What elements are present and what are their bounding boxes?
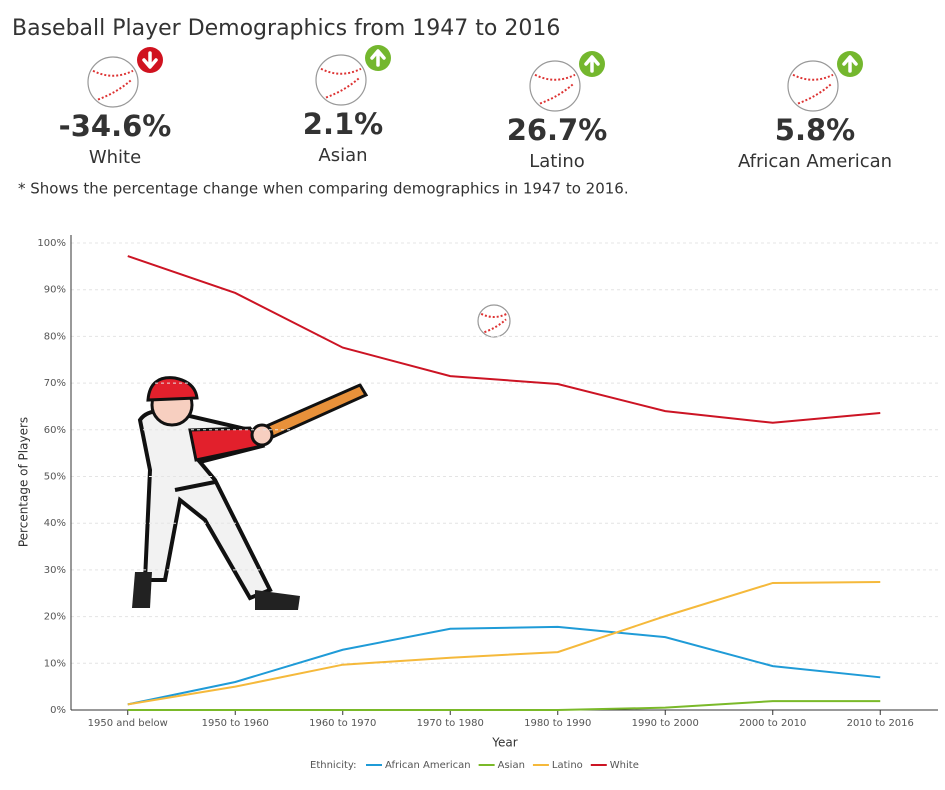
y-tick-label: 40% xyxy=(44,518,66,529)
y-tick-label: 100% xyxy=(37,238,66,249)
kpi-card: 5.8% African American xyxy=(738,51,892,172)
ball xyxy=(529,60,581,112)
kpi-card: 2.1% Asian xyxy=(303,45,391,166)
kpi-value: 2.1% xyxy=(303,107,383,141)
y-tick-label: 60% xyxy=(44,425,66,436)
kpi-label: African American xyxy=(738,151,892,172)
kpi-label: White xyxy=(89,147,141,168)
kpi-value: 26.7% xyxy=(507,113,608,147)
ball xyxy=(787,60,839,112)
trend-arrow xyxy=(370,49,386,67)
stitch xyxy=(97,78,133,101)
x-tick-label: 1990 to 2000 xyxy=(632,718,699,729)
kpi-card: 26.7% Latino xyxy=(507,51,608,172)
baseball-icon xyxy=(477,304,511,338)
x-tick-label: 2000 to 2010 xyxy=(739,718,806,729)
x-tick-label: 2010 to 2016 xyxy=(847,718,914,729)
kpi-value: -34.6% xyxy=(59,109,172,143)
kpi-label: Asian xyxy=(318,145,367,166)
y-tick-label: 30% xyxy=(44,565,66,576)
legend-label: Latino xyxy=(552,760,583,771)
stitch xyxy=(792,73,834,81)
y-tick-label: 50% xyxy=(44,472,66,483)
stitch xyxy=(320,67,362,75)
trend-arrow xyxy=(142,51,158,69)
x-tick-label: 1970 to 1980 xyxy=(417,718,484,729)
x-tick-label: 1960 to 1970 xyxy=(309,718,376,729)
legend-title: Ethnicity: xyxy=(310,760,356,771)
y-tick-label: 20% xyxy=(44,612,66,623)
stitch xyxy=(797,82,833,105)
page-title: Baseball Player Demographics from 1947 t… xyxy=(12,16,560,41)
stitch xyxy=(92,69,134,77)
batter-illustration xyxy=(132,376,369,610)
legend-label: African American xyxy=(385,760,471,771)
stitch xyxy=(325,76,361,99)
trend-arrow xyxy=(842,55,858,73)
kpi-label: Latino xyxy=(529,151,585,172)
x-tick-label: 1980 to 1990 xyxy=(524,718,591,729)
legend-label: Asian xyxy=(498,760,525,771)
y-tick-label: 90% xyxy=(44,285,66,296)
series-line xyxy=(127,625,881,706)
y-tick-label: 0% xyxy=(50,705,66,716)
stitch xyxy=(534,73,576,81)
series-line xyxy=(127,255,881,424)
y-tick-label: 10% xyxy=(44,658,66,669)
series-line xyxy=(127,700,881,711)
series-line xyxy=(127,581,881,706)
stitch xyxy=(480,312,508,318)
x-axis-label: Year xyxy=(491,736,517,750)
trend-arrow xyxy=(584,55,600,73)
legend-label: White xyxy=(610,760,639,771)
ball xyxy=(477,304,511,338)
y-tick-label: 70% xyxy=(44,378,66,389)
kpi-card: -34.6% White xyxy=(59,47,172,168)
y-tick-label: 80% xyxy=(44,331,66,342)
x-tick-label: 1950 to 1960 xyxy=(202,718,269,729)
x-tick-label: 1950 and below xyxy=(88,718,168,729)
y-axis-label: Percentage of Players xyxy=(17,417,31,547)
stitch xyxy=(484,318,507,334)
footnote: * Shows the percentage change when compa… xyxy=(18,180,629,198)
ball xyxy=(315,54,367,106)
stitch xyxy=(539,82,575,105)
kpi-value: 5.8% xyxy=(775,113,855,147)
ball xyxy=(87,56,139,108)
